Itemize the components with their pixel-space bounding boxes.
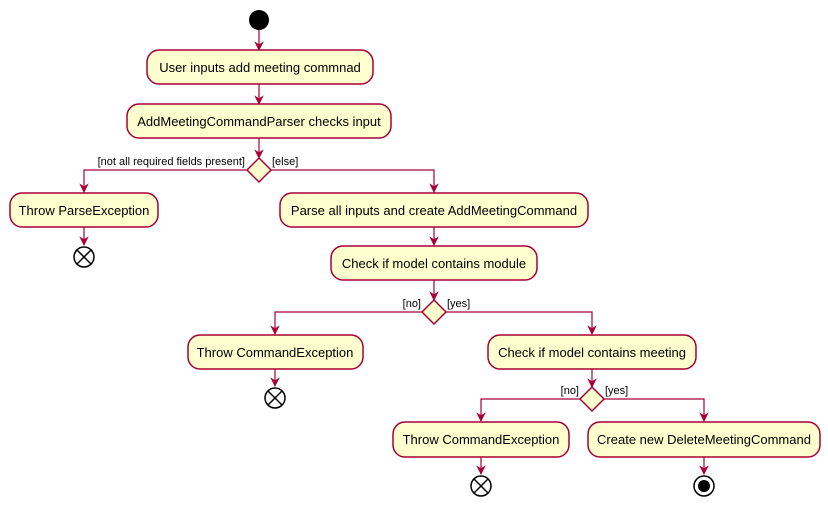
- decision-contains-meeting: [578, 385, 606, 413]
- decision-required-fields: [245, 156, 273, 184]
- edge-decision2-no: [270, 311, 422, 335]
- edge-decision1-else: [271, 169, 439, 193]
- edge-decision3-no: [476, 398, 580, 422]
- edge-decision3-yes: [604, 398, 709, 422]
- activity-check-meeting: Check if model contains meeting: [487, 334, 697, 370]
- final-node: [693, 475, 715, 497]
- activity-parse-all-inputs-label: Parse all inputs and create AddMeetingCo…: [291, 203, 577, 218]
- decision-contains-module: [420, 298, 448, 326]
- activity-throw-parse-exception-label: Throw ParseException: [19, 203, 150, 218]
- edge-decision2-yes: [446, 311, 597, 335]
- guard-yes-meeting: [yes]: [605, 385, 628, 397]
- guard-yes-module: [yes]: [447, 298, 470, 310]
- activity-create-delete-meeting: Create new DeleteMeetingCommand: [587, 421, 821, 458]
- activity-throw-command-exception-1-label: Throw CommandException: [197, 345, 354, 360]
- activity-check-module-label: Check if model contains module: [342, 256, 526, 271]
- activity-parser-checks-label: AddMeetingCommandParser checks input: [137, 114, 381, 129]
- activity-check-meeting-label: Check if model contains meeting: [498, 345, 686, 360]
- guard-no-meeting: [no]: [561, 385, 579, 397]
- activity-throw-command-exception-2-label: Throw CommandException: [403, 432, 560, 447]
- activity-user-inputs: User inputs add meeting commnad: [146, 49, 374, 85]
- activity-parser-checks: AddMeetingCommandParser checks input: [126, 103, 392, 139]
- guard-not-all-fields: [not all required fields present]: [98, 156, 245, 168]
- activity-user-inputs-label: User inputs add meeting commnad: [159, 60, 361, 75]
- start-node: [249, 10, 269, 30]
- activity-create-delete-meeting-label: Create new DeleteMeetingCommand: [597, 432, 811, 447]
- guard-else: [else]: [272, 156, 298, 168]
- activity-throw-parse-exception: Throw ParseException: [9, 192, 159, 228]
- end-node-command-exception-1: [264, 387, 286, 409]
- activity-parse-all-inputs: Parse all inputs and create AddMeetingCo…: [279, 192, 589, 228]
- edge-decision1-no: [79, 169, 247, 193]
- activity-check-module: Check if model contains module: [330, 245, 538, 281]
- activity-throw-command-exception-1: Throw CommandException: [187, 334, 364, 370]
- end-node-command-exception-2: [470, 475, 492, 497]
- activity-throw-command-exception-2: Throw CommandException: [392, 421, 570, 458]
- end-node-parse-exception: [73, 246, 95, 268]
- guard-no-module: [no]: [403, 298, 421, 310]
